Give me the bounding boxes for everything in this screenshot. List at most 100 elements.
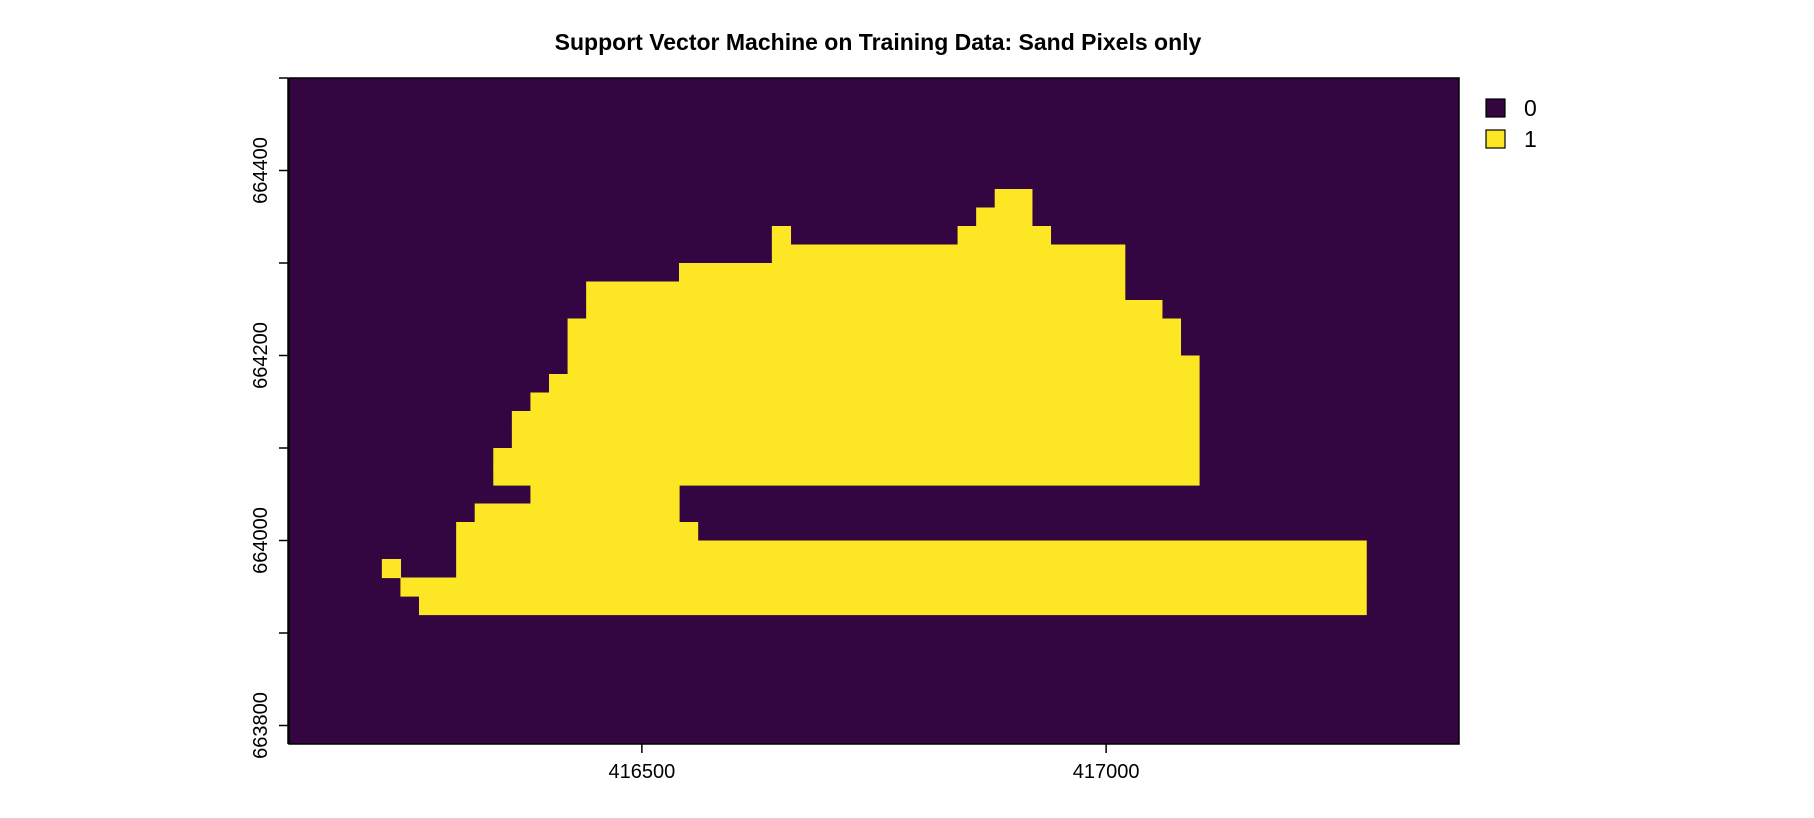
raster-cell-1: [474, 577, 494, 597]
raster-cell-1: [957, 263, 977, 283]
raster-cell-1: [1069, 263, 1089, 283]
raster-cell-1: [660, 411, 680, 431]
raster-cell-1: [716, 411, 736, 431]
raster-cell-1: [734, 355, 754, 375]
raster-cell-1: [809, 577, 829, 597]
raster-cell-1: [827, 281, 847, 301]
raster-cell-1: [381, 559, 402, 579]
raster-cell-1: [1031, 263, 1052, 283]
raster-cell-1: [976, 207, 996, 227]
raster-cell-1: [1050, 540, 1070, 560]
raster-cell-1: [679, 337, 699, 357]
raster-cell-1: [1087, 337, 1107, 357]
y-tick-label: 664200: [250, 322, 272, 389]
raster-cell-1: [920, 392, 940, 412]
raster-cell-1: [1050, 300, 1070, 320]
raster-cell-1: [1143, 466, 1163, 486]
raster-cell-1: [883, 577, 903, 597]
raster-cell-1: [939, 466, 959, 486]
raster-cell-1: [641, 429, 662, 449]
raster-cell-1: [697, 448, 717, 468]
raster-cell-1: [771, 466, 792, 486]
raster-cell-1: [1124, 466, 1144, 486]
raster-cell-1: [1161, 392, 1182, 412]
raster-cell-1: [604, 448, 624, 468]
raster-cell-1: [753, 300, 773, 320]
raster-cell-1: [641, 374, 662, 394]
raster-cell-1: [604, 392, 624, 412]
raster-cell-1: [549, 411, 569, 431]
raster-cell-1: [586, 374, 606, 394]
raster-cell-1: [734, 374, 754, 394]
raster-cell-1: [1180, 540, 1200, 560]
raster-cell-1: [1310, 577, 1330, 597]
raster-cell-1: [1143, 448, 1163, 468]
raster-cell-1: [641, 411, 662, 431]
raster-cell-1: [809, 429, 829, 449]
raster-cell-1: [809, 411, 829, 431]
raster-cell-1: [939, 559, 959, 579]
raster-cell-1: [827, 263, 847, 283]
raster-cell-1: [586, 503, 606, 523]
raster-cell-1: [1180, 374, 1200, 394]
raster-cell-1: [1087, 318, 1107, 338]
raster-cell-1: [771, 392, 792, 412]
raster-cell-1: [1143, 540, 1163, 560]
raster-cell-1: [1087, 244, 1107, 264]
raster-cell-1: [734, 540, 754, 560]
raster-cell-1: [567, 577, 587, 597]
raster-cell-1: [883, 559, 903, 579]
raster-cell-1: [1087, 559, 1107, 579]
raster-cell-1: [1031, 281, 1052, 301]
raster-cell-1: [790, 374, 810, 394]
raster-cell-1: [511, 596, 532, 616]
raster-cell-1: [679, 281, 699, 301]
raster-cell-1: [827, 374, 847, 394]
raster-cell-1: [846, 281, 866, 301]
raster-cell-1: [846, 318, 866, 338]
raster-cell-1: [883, 392, 903, 412]
raster-cell-1: [1069, 559, 1089, 579]
raster-cell-1: [697, 355, 717, 375]
raster-cell-1: [1199, 540, 1219, 560]
raster-cell-1: [1087, 355, 1107, 375]
raster-cell-1: [1143, 337, 1163, 357]
raster-cell-1: [623, 559, 643, 579]
raster-cell-1: [586, 411, 606, 431]
raster-cell-1: [976, 263, 996, 283]
raster-cell-1: [901, 559, 922, 579]
raster-cell-1: [809, 355, 829, 375]
raster-cell-1: [604, 503, 624, 523]
raster-cell-1: [623, 448, 643, 468]
raster-cell-1: [419, 596, 439, 616]
raster-cell-1: [1180, 596, 1200, 616]
raster-cell-1: [567, 374, 587, 394]
raster-cell-1: [790, 392, 810, 412]
raster-cell-1: [827, 300, 847, 320]
raster-cell-1: [1013, 337, 1033, 357]
raster-cell-1: [604, 429, 624, 449]
raster-cell-1: [957, 577, 977, 597]
raster-cell-1: [1143, 374, 1163, 394]
raster-cell-1: [1031, 577, 1052, 597]
raster-cell-1: [790, 263, 810, 283]
raster-cell-1: [1087, 374, 1107, 394]
raster-cell-1: [660, 318, 680, 338]
raster-cell-1: [957, 337, 977, 357]
raster-cell-1: [790, 559, 810, 579]
raster-cell-1: [549, 374, 569, 394]
raster-cell-1: [827, 337, 847, 357]
raster-cell-1: [790, 281, 810, 301]
raster-cell-1: [771, 300, 792, 320]
raster-cell-1: [1013, 577, 1033, 597]
raster-cell-1: [1236, 559, 1256, 579]
raster-cell-1: [1031, 374, 1052, 394]
raster-cell-1: [846, 577, 866, 597]
raster-cell-1: [549, 596, 569, 616]
raster-cell-1: [1273, 540, 1293, 560]
raster-cell-1: [567, 318, 587, 338]
raster-cell-1: [901, 540, 922, 560]
raster-cell-1: [1013, 300, 1033, 320]
raster-cell-1: [1069, 355, 1089, 375]
raster-cell-1: [1161, 411, 1182, 431]
